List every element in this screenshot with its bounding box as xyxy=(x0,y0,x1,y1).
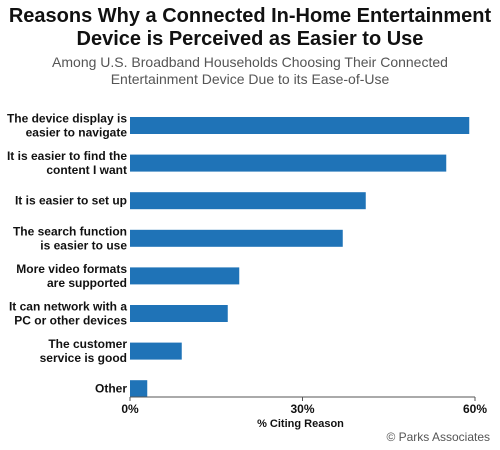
bar xyxy=(130,267,240,285)
chart-title-line-1: Reasons Why a Connected In-Home Entertai… xyxy=(8,5,492,27)
bar xyxy=(130,192,366,210)
category-label: It is easier to set up xyxy=(15,194,127,208)
category-label: PC or other devices xyxy=(14,314,127,328)
category-label: The customer xyxy=(48,337,127,351)
x-tick-label: 60% xyxy=(463,402,487,416)
bar xyxy=(130,229,343,247)
x-tick-label: 0% xyxy=(121,402,139,416)
chart-subtitle-line-2: Entertainment Device Due to its Ease-of-… xyxy=(110,71,390,87)
bar xyxy=(130,117,470,134)
bar xyxy=(130,380,148,398)
x-axis-title: % Citing Reason xyxy=(257,418,344,430)
source-credit: © Parks Associates xyxy=(386,430,490,444)
category-label: It is easier to find the xyxy=(7,149,127,163)
chart-subtitle: Among U.S. Broadband Households Choosing… xyxy=(0,54,500,88)
category-label: is easier to use xyxy=(40,238,127,252)
chart-title-line-2: Device is Perceived as Easier to Use xyxy=(76,28,424,50)
category-label: Other xyxy=(95,382,127,396)
chart-subtitle-line-1: Among U.S. Broadband Households Choosing… xyxy=(52,54,448,70)
category-label: It can network with a xyxy=(9,300,127,314)
category-label: The search function xyxy=(13,224,127,238)
category-label: service is good xyxy=(40,351,127,365)
bar xyxy=(130,154,447,172)
category-label: are supported xyxy=(47,276,127,290)
category-label: content I want xyxy=(46,163,127,177)
category-label: More video formats xyxy=(16,262,127,276)
x-tick-label: 30% xyxy=(290,402,314,416)
category-label: The device display is xyxy=(7,112,127,126)
chart-title: Reasons Why a Connected In-Home Entertai… xyxy=(0,5,500,51)
bar xyxy=(130,342,182,360)
category-label: easier to navigate xyxy=(26,126,128,140)
bar xyxy=(130,305,228,322)
